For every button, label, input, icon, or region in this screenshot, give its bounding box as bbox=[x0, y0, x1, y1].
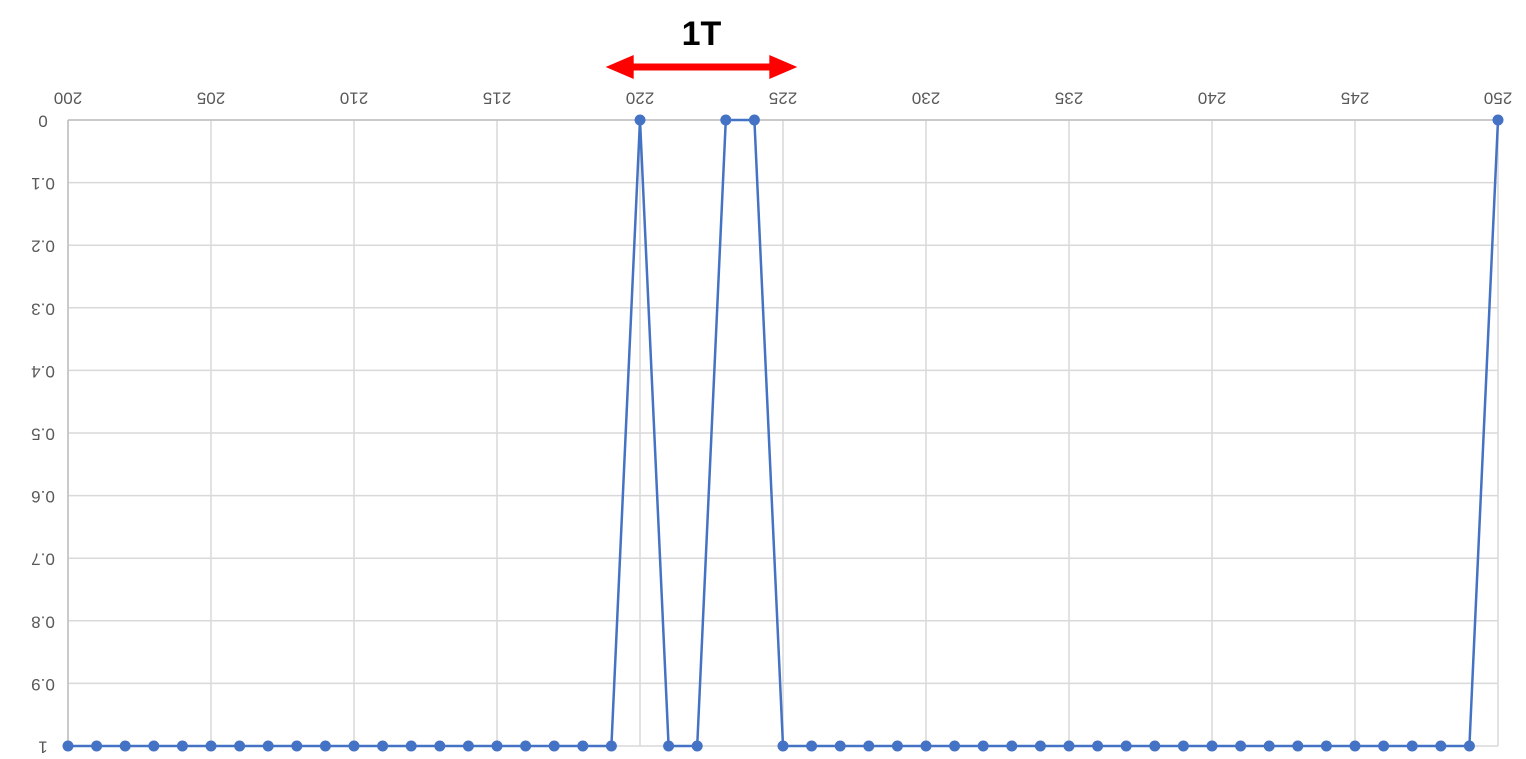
data-point bbox=[1206, 740, 1218, 752]
y-tick-label: 1 bbox=[38, 738, 47, 757]
data-point bbox=[1463, 740, 1475, 752]
data-point bbox=[748, 114, 760, 126]
x-tick-label: 230 bbox=[912, 89, 940, 108]
data-point bbox=[1006, 740, 1018, 752]
period-arrow-head-right bbox=[769, 55, 798, 79]
data-point bbox=[1292, 740, 1304, 752]
data-point bbox=[605, 740, 617, 752]
y-tick-label: 0.3 bbox=[31, 299, 55, 318]
x-tick-label: 240 bbox=[1198, 89, 1226, 108]
axes bbox=[67, 119, 1498, 746]
y-tick-label: 0.9 bbox=[31, 675, 55, 694]
data-point bbox=[949, 740, 961, 752]
data-point bbox=[434, 740, 446, 752]
y-tick-label: 0.7 bbox=[31, 550, 55, 569]
data-point bbox=[119, 740, 131, 752]
data-point bbox=[1235, 740, 1247, 752]
series bbox=[62, 114, 1504, 752]
data-point bbox=[1492, 114, 1504, 126]
data-point bbox=[548, 740, 560, 752]
data-point bbox=[1063, 740, 1075, 752]
data-point bbox=[462, 740, 474, 752]
data-point bbox=[634, 114, 646, 126]
data-point bbox=[577, 740, 589, 752]
x-tick-label: 215 bbox=[483, 89, 511, 108]
data-point bbox=[1177, 740, 1189, 752]
data-point bbox=[1406, 740, 1418, 752]
data-point bbox=[1263, 740, 1275, 752]
data-point bbox=[1092, 740, 1104, 752]
data-point bbox=[1034, 740, 1046, 752]
data-point bbox=[1120, 740, 1132, 752]
x-tick-label: 220 bbox=[626, 89, 654, 108]
data-point bbox=[691, 740, 703, 752]
data-point bbox=[1378, 740, 1390, 752]
data-point bbox=[1149, 740, 1161, 752]
x-tick-label: 210 bbox=[340, 89, 368, 108]
data-point bbox=[348, 740, 360, 752]
data-point bbox=[520, 740, 532, 752]
x-tick-label: 250 bbox=[1484, 89, 1512, 108]
data-point bbox=[491, 740, 503, 752]
data-point bbox=[176, 740, 188, 752]
data-point bbox=[291, 740, 303, 752]
period-arrow-head-left bbox=[605, 55, 634, 79]
data-point bbox=[863, 740, 875, 752]
data-point bbox=[720, 114, 732, 126]
y-tick-label: 0.5 bbox=[31, 425, 55, 444]
data-point bbox=[377, 740, 389, 752]
tick-labels: 200 205 210 215 220 225 230 235 240 245 250 0 0.1 0.2… bbox=[31, 89, 1512, 757]
y-tick-label: 0 bbox=[38, 112, 47, 131]
data-point bbox=[920, 740, 932, 752]
y-tick-label: 0.1 bbox=[31, 174, 55, 193]
data-point bbox=[663, 740, 675, 752]
data-point bbox=[262, 740, 274, 752]
data-point bbox=[1435, 740, 1447, 752]
grid bbox=[67, 119, 1499, 747]
data-point bbox=[891, 740, 903, 752]
y-tick-label: 0.4 bbox=[31, 362, 55, 381]
y-tick-label: 0.2 bbox=[31, 237, 55, 256]
period-annotation-label: 1T bbox=[682, 15, 722, 53]
data-point bbox=[234, 740, 246, 752]
y-tick-label: 0.6 bbox=[31, 487, 55, 506]
data-point bbox=[806, 740, 818, 752]
data-point bbox=[1349, 740, 1361, 752]
x-tick-label: 205 bbox=[197, 89, 225, 108]
data-point bbox=[405, 740, 417, 752]
x-tick-label: 245 bbox=[1341, 89, 1369, 108]
data-point bbox=[1320, 740, 1332, 752]
x-tick-label: 200 bbox=[54, 89, 82, 108]
data-point bbox=[62, 740, 74, 752]
x-tick-label: 235 bbox=[1055, 89, 1083, 108]
data-point bbox=[91, 740, 103, 752]
x-tick-label: 225 bbox=[769, 89, 797, 108]
y-tick-label: 0.8 bbox=[31, 612, 55, 631]
data-point bbox=[205, 740, 217, 752]
data-point bbox=[977, 740, 989, 752]
data-point bbox=[777, 740, 789, 752]
data-point bbox=[834, 740, 846, 752]
data-point bbox=[148, 740, 160, 752]
data-point bbox=[319, 740, 331, 752]
annotation: 1T bbox=[605, 15, 798, 79]
